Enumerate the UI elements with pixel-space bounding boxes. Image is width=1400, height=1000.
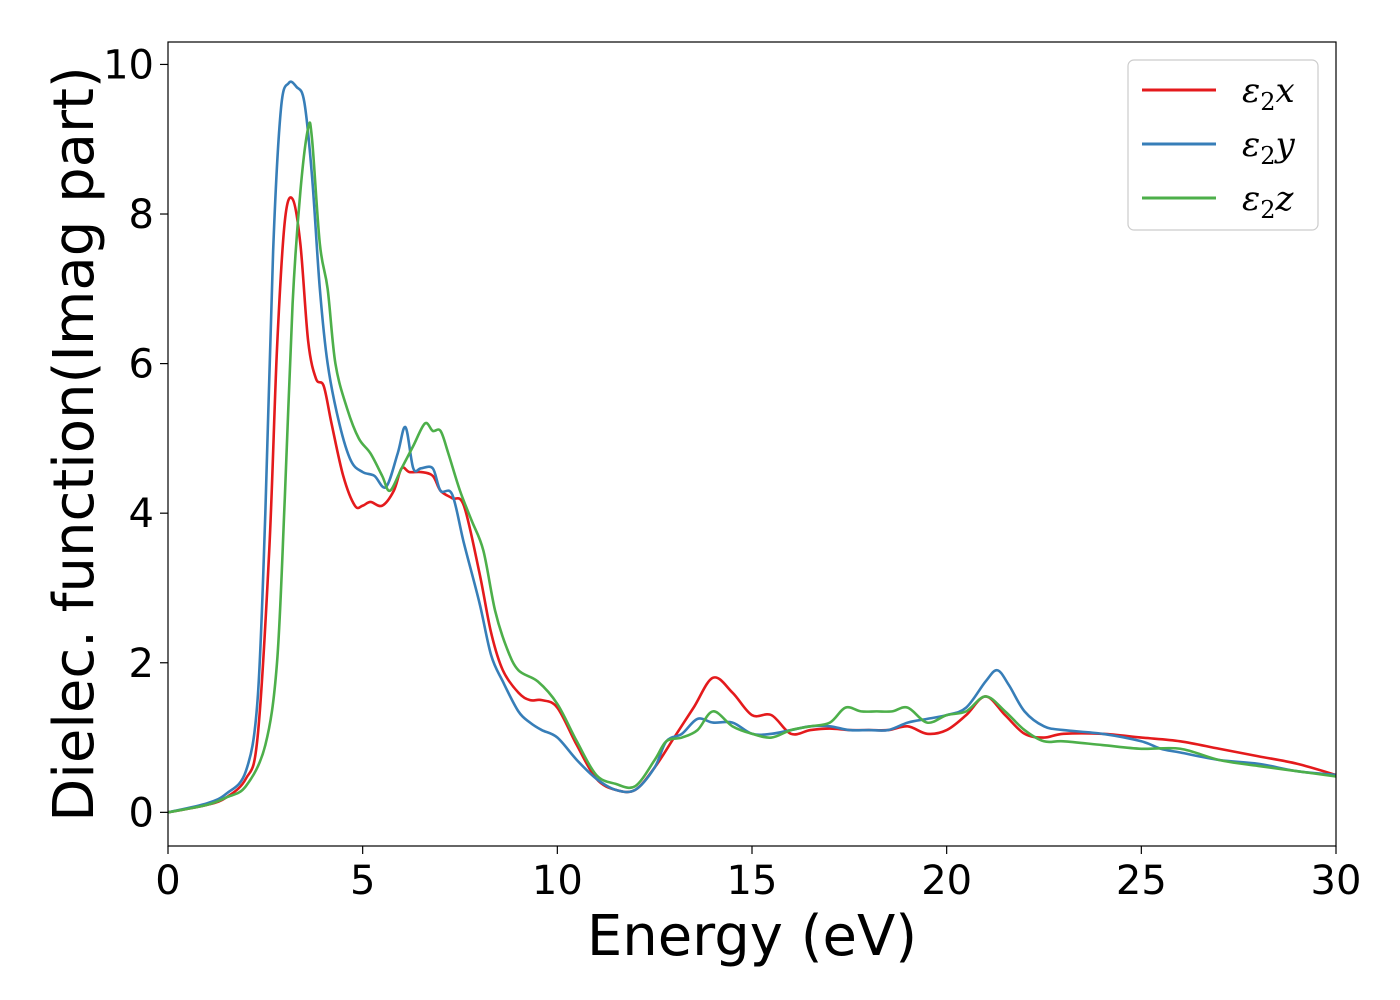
legend-label-sub: 2 [1260,88,1275,116]
y-tick-label: 0 [129,790,154,836]
y-axis: 0 2 4 6 8 10 [103,42,168,836]
legend-label-sub: 2 [1260,196,1275,224]
legend-label-base: ε [1242,125,1260,165]
legend-label: ε2y [1242,125,1296,170]
series-layer [168,80,1336,814]
x-tick-label: 0 [155,858,180,904]
legend-label: ε2z [1242,179,1295,224]
x-tick-label: 10 [532,858,583,904]
y-tick-label: 6 [129,342,154,388]
series-line-3 [168,121,1336,814]
y-tick-label: 10 [103,42,154,88]
x-axis: 0 5 10 15 20 25 30 [155,846,1361,904]
legend-label: ε2x [1242,71,1295,116]
legend-box [1127,59,1319,231]
legend-label-tail: z [1275,179,1295,219]
x-tick-label: 15 [727,858,778,904]
x-tick-label: 30 [1311,858,1362,904]
series-line-2 [168,80,1336,814]
y-tick-label: 2 [129,641,154,687]
y-tick-label: 4 [129,491,154,537]
legend-label-base: ε [1242,71,1260,111]
legend-label-tail: y [1274,125,1296,165]
y-axis-title: Dielec. function(Imag part) [42,66,107,822]
legend-label-sub: 2 [1260,142,1275,170]
x-axis-title: Energy (eV) [587,904,917,969]
x-tick-label: 20 [921,858,972,904]
legend-label-tail: x [1276,71,1295,111]
x-tick-label: 5 [350,858,375,904]
legend-label-base: ε [1242,179,1260,219]
y-tick-label: 8 [129,192,154,238]
x-tick-label: 25 [1116,858,1167,904]
